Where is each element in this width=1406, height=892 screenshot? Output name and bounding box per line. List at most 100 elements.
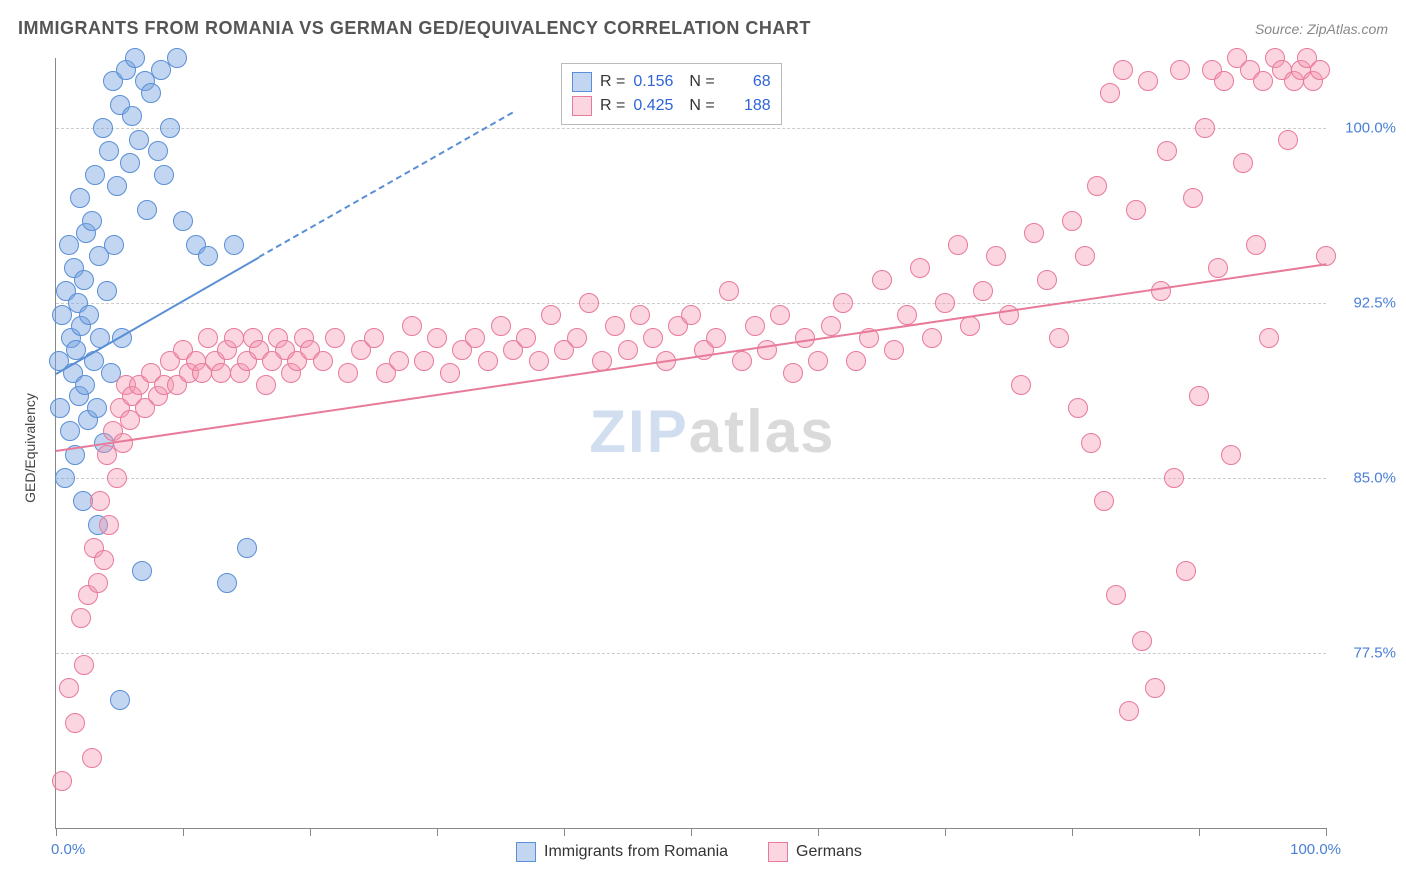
romania-marker: [148, 141, 168, 161]
scatter-plot: ZIPatlas 77.5%85.0%92.5%100.0%0.0%100.0%…: [55, 58, 1326, 829]
germans-marker: [1246, 235, 1266, 255]
germans-marker: [414, 351, 434, 371]
germans-marker: [1068, 398, 1088, 418]
stats-row-romania: R =0.156N =68: [572, 70, 771, 94]
romania-marker: [141, 83, 161, 103]
romania-n-value: 68: [723, 70, 771, 94]
germans-marker: [1106, 585, 1126, 605]
germans-marker: [1214, 71, 1234, 91]
germans-marker: [1119, 701, 1139, 721]
romania-marker: [198, 246, 218, 266]
romania-marker: [60, 421, 80, 441]
y-tick-label: 92.5%: [1336, 295, 1396, 312]
y-tick-label: 85.0%: [1336, 470, 1396, 487]
germans-marker: [1151, 281, 1171, 301]
watermark-zip: ZIP: [589, 398, 688, 465]
germans-marker: [90, 491, 110, 511]
germans-marker: [833, 293, 853, 313]
germans-marker: [567, 328, 587, 348]
germans-marker: [94, 550, 114, 570]
x-tick: [1326, 828, 1327, 836]
r-label: R =: [600, 94, 625, 118]
source-attribution: Source: ZipAtlas.com: [1255, 21, 1388, 37]
germans-marker: [1189, 386, 1209, 406]
germans-marker: [618, 340, 638, 360]
y-tick-label: 100.0%: [1336, 120, 1396, 137]
germans-marker: [1011, 375, 1031, 395]
romania-marker: [70, 188, 90, 208]
romania-marker: [50, 398, 70, 418]
germans-marker: [65, 713, 85, 733]
romania-marker: [59, 235, 79, 255]
x-tick: [183, 828, 184, 836]
germans-marker: [1176, 561, 1196, 581]
romania-marker: [99, 141, 119, 161]
germans-marker: [1164, 468, 1184, 488]
germans-marker: [1195, 118, 1215, 138]
romania-marker: [129, 130, 149, 150]
romania-marker: [125, 48, 145, 68]
romania-marker: [120, 153, 140, 173]
romania-marker: [93, 118, 113, 138]
germans-marker: [643, 328, 663, 348]
germans-marker: [198, 328, 218, 348]
germans-marker: [478, 351, 498, 371]
romania-marker: [173, 211, 193, 231]
germans-marker: [338, 363, 358, 383]
germans-legend-swatch: [768, 842, 788, 862]
x-tick: [945, 828, 946, 836]
germans-marker: [973, 281, 993, 301]
germans-marker: [884, 340, 904, 360]
germans-marker: [630, 305, 650, 325]
germans-marker: [74, 655, 94, 675]
germans-marker: [1037, 270, 1057, 290]
germans-n-value: 188: [723, 94, 771, 118]
romania-marker: [237, 538, 257, 558]
germans-marker: [605, 316, 625, 336]
watermark: ZIPatlas: [589, 397, 835, 466]
germans-marker: [389, 351, 409, 371]
germans-marker: [1310, 60, 1330, 80]
germans-marker: [770, 305, 790, 325]
germans-marker: [1113, 60, 1133, 80]
romania-marker: [55, 468, 75, 488]
germans-marker: [757, 340, 777, 360]
germans-marker: [1087, 176, 1107, 196]
stats-box: R =0.156N =68R =0.425N =188: [561, 63, 782, 125]
germans-marker: [1126, 200, 1146, 220]
germans-marker: [1170, 60, 1190, 80]
germans-marker: [999, 305, 1019, 325]
germans-marker: [1075, 246, 1095, 266]
romania-marker: [75, 375, 95, 395]
germans-marker: [427, 328, 447, 348]
germans-marker: [1183, 188, 1203, 208]
germans-marker: [1100, 83, 1120, 103]
germans-marker: [59, 678, 79, 698]
germans-marker: [256, 375, 276, 395]
germans-marker: [1233, 153, 1253, 173]
germans-marker: [1094, 491, 1114, 511]
germans-marker: [846, 351, 866, 371]
germans-marker: [1049, 328, 1069, 348]
germans-marker: [1024, 223, 1044, 243]
y-tick-label: 77.5%: [1336, 645, 1396, 662]
germans-marker: [960, 316, 980, 336]
legend-item-germans: Germans: [768, 842, 862, 862]
germans-marker: [1221, 445, 1241, 465]
germans-marker: [107, 468, 127, 488]
x-tick: [818, 828, 819, 836]
romania-r-value: 0.156: [633, 70, 681, 94]
watermark-atlas: atlas: [689, 398, 836, 465]
germans-marker: [1138, 71, 1158, 91]
germans-marker: [325, 328, 345, 348]
x-axis-max-label: 100.0%: [1290, 841, 1341, 858]
romania-marker: [224, 235, 244, 255]
germans-marker: [1253, 71, 1273, 91]
germans-marker: [1259, 328, 1279, 348]
germans-marker: [1132, 631, 1152, 651]
romania-marker: [97, 281, 117, 301]
legend-item-romania: Immigrants from Romania: [516, 842, 728, 862]
romania-marker: [87, 398, 107, 418]
romania-marker: [79, 305, 99, 325]
romania-marker: [82, 211, 102, 231]
